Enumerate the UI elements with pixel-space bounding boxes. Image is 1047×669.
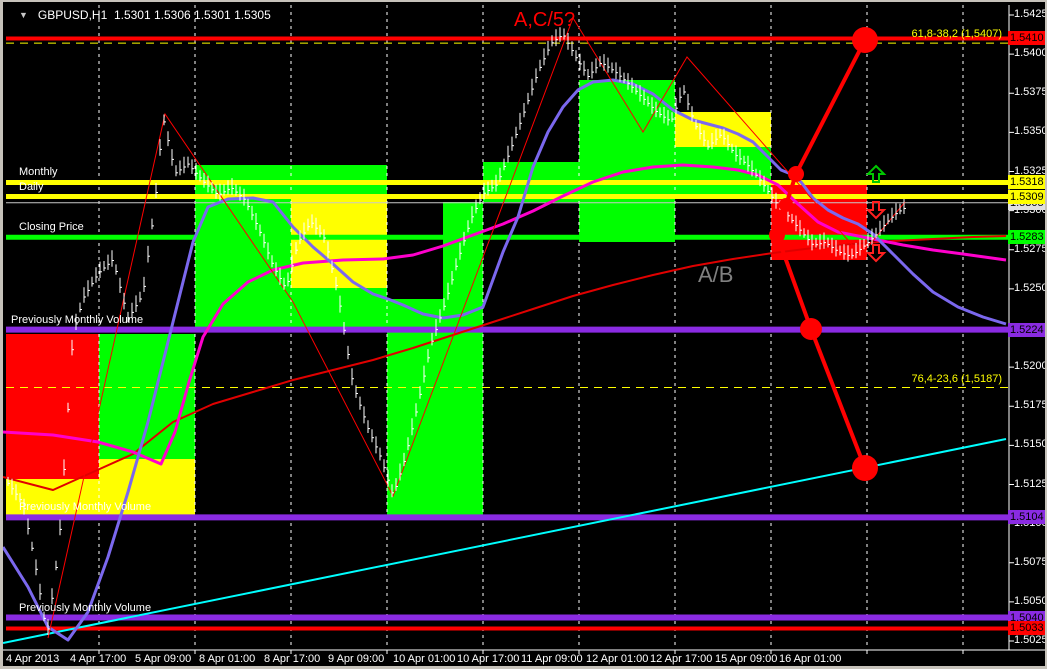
time-axis-label: 8 Apr 01:00 [199, 653, 256, 665]
level-name-label: Previously Monthly Volume [19, 601, 152, 614]
up-arrow-icon [865, 164, 887, 183]
ma-purple [3, 78, 1007, 642]
indicator-zone-box [6, 479, 99, 515]
forecast-node [800, 318, 822, 340]
time-axis: 4 Apr 2013 4 Apr 17:00 5 Apr 09:00 8 Apr 01… [3, 651, 1045, 666]
forecast-node [779, 198, 793, 212]
time-axis-label: 12 Apr 17:00 [650, 653, 713, 665]
fib-764-annotation: 76,4-23,6 (1,5187) [911, 373, 1002, 385]
level-name-label: Previously Monthly Volume [11, 313, 144, 326]
fib-618-annotation: 61,8-38,2 (1,5407) [911, 28, 1002, 40]
price-tick-label: 1.5425 [1014, 8, 1047, 20]
indicator-zone-box [443, 202, 483, 299]
forecast-segment [794, 39, 867, 175]
indicator-zone-box [195, 165, 291, 332]
level-name-label: Previously Monthly Volume [19, 501, 152, 514]
price-level-label: 1.5410 [1008, 31, 1045, 46]
time-axis-label: 12 Apr 01:00 [586, 653, 649, 665]
indicator-zone-box [6, 334, 99, 479]
price-tick-label: 1.5250 [1014, 281, 1047, 294]
price-level-label: 1.5104 [1008, 510, 1045, 525]
down-arrow-icon [865, 244, 887, 263]
forecast-node [788, 166, 804, 182]
time-axis-label: 16 Apr 01:00 [779, 653, 842, 665]
time-axis-label: 10 Apr 01:00 [393, 653, 456, 665]
price-tick-label: 1.5025 [1014, 634, 1047, 646]
price-tick-label: 1.5175 [1014, 399, 1047, 412]
indicator-zone-box [99, 459, 195, 515]
indicator-zone-box [579, 80, 675, 242]
price-level-label: 1.5309 [1008, 189, 1045, 204]
time-axis-label: 5 Apr 09:00 [135, 653, 192, 665]
price-axis: 1.54251.54001.53751.53501.53251.53001.52… [1005, 2, 1047, 647]
indicator-zone-box [387, 299, 483, 515]
symbol-dropdown-icon[interactable]: ▼ [19, 10, 28, 20]
chart-ohlc-quotes: 1.5301 1.5306 1.5301 1.5305 [113, 8, 271, 22]
indicator-zone-box [99, 334, 195, 459]
time-axis-label: 15 Apr 09:00 [715, 653, 778, 665]
price-tick-label: 1.5200 [1014, 360, 1047, 373]
forecast-node [769, 227, 785, 243]
level-name-label: Daily [19, 180, 44, 193]
price-level-label: 1.5283 [1008, 230, 1045, 245]
price-level-label: 1.5318 [1008, 175, 1045, 190]
price-tick-label: 1.5325 [1014, 164, 1047, 177]
price-level-label: 1.5040 [1008, 610, 1045, 625]
price-tick-label: 1.5150 [1014, 438, 1047, 451]
price-bars [7, 27, 906, 635]
wave-count-annotation: A,C/5? [514, 9, 576, 31]
price-tick-label: 1.5375 [1014, 86, 1047, 99]
price-tick-label: 1.5075 [1014, 555, 1047, 568]
indicator-zone-box [675, 147, 771, 198]
time-axis-label: 10 Apr 17:00 [457, 653, 520, 665]
chart-plot-area[interactable] [3, 2, 1047, 669]
ma-magenta [3, 163, 1007, 466]
ab-label-annotation: A/B [698, 262, 734, 287]
price-tick-label: 1.5350 [1014, 125, 1047, 138]
price-tick-label: 1.5275 [1014, 242, 1047, 255]
price-level-label: 1.5033 [1008, 621, 1045, 636]
down-arrow-icon [865, 201, 887, 220]
level-name-label: Monthly [19, 166, 58, 179]
price-tick-label: 1.5125 [1014, 477, 1047, 490]
level-name-label: Closing Price [19, 221, 84, 234]
chart-symbol-period: GBPUSD,H1 [37, 8, 108, 22]
forecast-node [852, 27, 878, 53]
time-axis-label: 11 Apr 09:00 [521, 653, 583, 665]
cyan-trendline [3, 438, 1007, 644]
price-level-label: 1.5224 [1008, 322, 1045, 337]
time-axis-label: 4 Apr 2013 [6, 653, 60, 665]
chart-title-bar: ▼ GBPUSD,H1 1.5301 1.5306 1.5301 1.5305 [19, 8, 271, 22]
time-axis-label: 9 Apr 09:00 [328, 653, 385, 665]
price-tick-label: 1.5400 [1014, 47, 1047, 60]
forecast-node [852, 455, 878, 481]
chart-quotes [107, 8, 114, 22]
time-axis-label: 8 Apr 17:00 [264, 653, 321, 665]
time-axis-label: 4 Apr 17:00 [70, 653, 127, 665]
forecast-segment [809, 328, 867, 469]
forecast-segment [775, 234, 813, 330]
price-tick-label: 1.5050 [1014, 594, 1047, 607]
